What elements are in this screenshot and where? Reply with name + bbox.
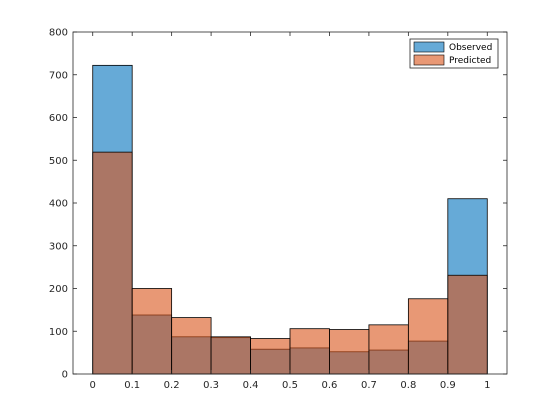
bar-predicted-1	[131, 288, 173, 375]
x-tick-label: 0.2	[164, 380, 180, 391]
y-tick-label: 800	[49, 28, 68, 39]
x-tick-label: 0.4	[243, 380, 259, 391]
x-tick-label: 1	[484, 380, 490, 391]
bar-predicted-0	[92, 151, 133, 375]
y-tick-label: 0	[62, 370, 68, 381]
x-tick-label: 0.3	[203, 380, 219, 391]
bar-predicted-4	[250, 338, 291, 375]
bar-predicted-6	[329, 329, 370, 375]
legend-swatch-predicted	[413, 54, 445, 66]
y-tick-label: 200	[49, 284, 68, 295]
legend: Observed Predicted	[409, 38, 499, 69]
legend-label-observed: Observed	[449, 43, 492, 53]
x-tick-label: 0.6	[322, 380, 338, 391]
y-tick-label: 400	[49, 199, 68, 210]
bars-layer	[92, 64, 488, 375]
bar-predicted-9	[447, 274, 488, 375]
x-tick-label: 0.9	[440, 380, 456, 391]
y-tick-label: 600	[49, 113, 68, 124]
bar-predicted-7	[368, 324, 409, 375]
legend-label-predicted: Predicted	[449, 56, 491, 66]
x-tick-label: 0.1	[124, 380, 140, 391]
bar-predicted-2	[171, 317, 212, 375]
bar-predicted-8	[407, 298, 449, 375]
x-tick-label: 0.8	[400, 380, 416, 391]
y-tick-label: 100	[49, 327, 68, 338]
bar-predicted-3	[210, 336, 251, 375]
legend-swatch-observed	[413, 41, 445, 53]
bar-predicted-5	[289, 328, 330, 375]
y-tick-label: 300	[49, 241, 68, 252]
x-tick-label: 0	[90, 380, 96, 391]
x-tick-label: 0.7	[361, 380, 377, 391]
x-tick-label: 0.5	[282, 380, 298, 391]
axes-layer: 0 0.1 0.2 0.3 0.4 0.5 0.6 0.7 0.8 0.9 1 0 100 200 300 4…	[49, 28, 508, 391]
y-tick-label: 500	[49, 156, 68, 167]
y-tick-label: 700	[49, 70, 68, 81]
